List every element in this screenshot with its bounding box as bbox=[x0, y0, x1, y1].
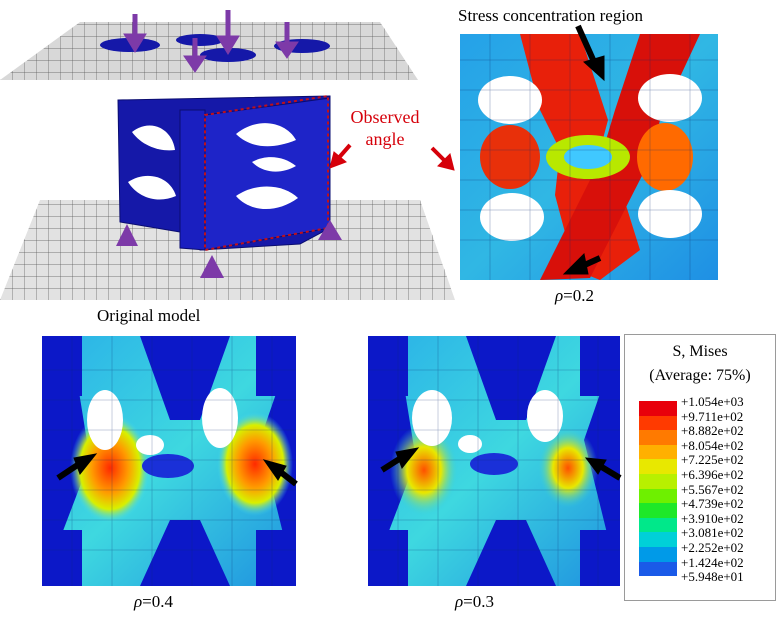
mises-legend: S, Mises (Average: 75%) +1.054e+03 +9.711… bbox=[624, 334, 776, 601]
legend-swatch bbox=[639, 430, 677, 445]
legend-value: +6.396e+02 bbox=[681, 467, 744, 482]
caption-rho-0-2: ρ=0.2 bbox=[555, 286, 594, 306]
legend-value: +3.081e+02 bbox=[681, 525, 744, 541]
rho-value: =0.4 bbox=[142, 592, 174, 611]
legend-swatch bbox=[639, 444, 677, 460]
legend-value: +3.910e+02 bbox=[681, 510, 744, 526]
stress-arrows bbox=[562, 24, 605, 275]
support-markers bbox=[116, 220, 342, 278]
legend-value: +5.567e+02 bbox=[681, 481, 744, 497]
lattice-structure bbox=[117, 95, 331, 251]
observed-angle-arrows bbox=[329, 143, 455, 171]
legend-value: +1.424e+02 bbox=[681, 554, 744, 570]
legend-swatch bbox=[639, 459, 677, 474]
legend-value: +2.252e+02 bbox=[681, 540, 744, 555]
legend-value: +8.054e+02 bbox=[681, 437, 744, 453]
rho-symbol: ρ bbox=[455, 592, 464, 611]
caption-rho-0-4: ρ=0.4 bbox=[134, 592, 173, 612]
legend-swatch bbox=[639, 474, 677, 489]
legend-value: +8.882e+02 bbox=[681, 423, 744, 439]
legend-swatch bbox=[639, 401, 677, 416]
legend-swatch bbox=[639, 561, 677, 577]
legend-value: +4.739e+02 bbox=[681, 496, 744, 512]
legend-subtitle: (Average: 75%) bbox=[649, 367, 751, 384]
legend-value: +5.948e+01 bbox=[681, 569, 744, 585]
plate-hole bbox=[176, 34, 224, 46]
contour-plot-rho-0-2 bbox=[460, 24, 718, 280]
rho-symbol: ρ bbox=[555, 286, 564, 305]
rho-symbol: ρ bbox=[134, 592, 143, 611]
contour-plot-rho-0-4 bbox=[42, 336, 298, 586]
stress-region-label: Stress concentration region bbox=[458, 6, 644, 25]
legend-swatch bbox=[639, 547, 677, 562]
load-arrows bbox=[123, 10, 299, 73]
legend-title: S, Mises bbox=[672, 343, 728, 360]
contour-plot-rho-0-3 bbox=[368, 336, 622, 586]
legend-swatch bbox=[639, 503, 677, 518]
fe-assembly-diagram bbox=[0, 10, 455, 300]
observed-face-frame bbox=[204, 94, 329, 252]
rho-value: =0.2 bbox=[563, 286, 595, 305]
legend-swatch bbox=[639, 415, 677, 431]
legend-value: +7.225e+02 bbox=[681, 452, 744, 468]
observed-angle-label: Observed angle bbox=[350, 107, 420, 149]
caption-rho-0-3: ρ=0.3 bbox=[455, 592, 494, 612]
legend-value: +1.054e+03 bbox=[681, 394, 744, 409]
legend-value: +9.711e+02 bbox=[681, 408, 744, 424]
plate-hole bbox=[100, 38, 160, 52]
lattice-openings bbox=[128, 123, 298, 210]
original-model-label: Original model bbox=[97, 306, 201, 325]
legend-swatch bbox=[639, 517, 677, 533]
legend-swatch bbox=[639, 532, 677, 547]
plate-hole bbox=[200, 48, 256, 62]
rho-value: =0.3 bbox=[463, 592, 495, 611]
legend-swatch bbox=[639, 488, 677, 504]
